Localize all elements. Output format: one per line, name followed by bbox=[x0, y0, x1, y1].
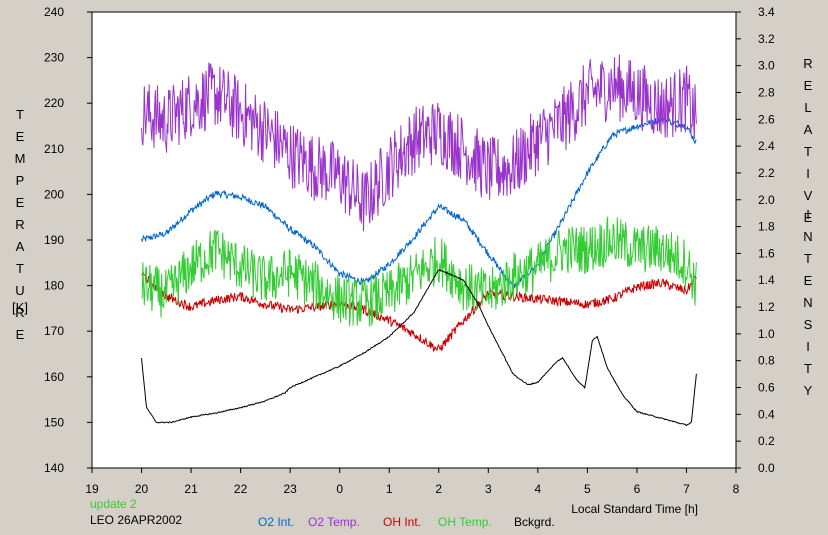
series-line bbox=[141, 216, 697, 327]
x-tick-label: 6 bbox=[634, 482, 641, 496]
right-tick-label: 1.0 bbox=[758, 327, 775, 341]
x-axis: 19 20 21 22 23 0 1 2 3 4 5 6 7 8 bbox=[85, 468, 740, 496]
axis-letter: Y bbox=[803, 383, 813, 398]
x-tick-label: 3 bbox=[485, 482, 492, 496]
legend-entry: OH Temp. bbox=[438, 515, 492, 529]
axis-letter: R bbox=[15, 305, 25, 320]
x-tick-label: 22 bbox=[234, 482, 248, 496]
axis-letter: T bbox=[16, 261, 24, 276]
right-tick-label: 0.8 bbox=[758, 354, 775, 368]
axis-letter: L bbox=[804, 100, 812, 115]
left-tick-label: 200 bbox=[44, 187, 64, 201]
right-tick-label: 1.6 bbox=[758, 246, 775, 260]
left-axis: 140 150 160 170 180 190 200 210 220 230 240 bbox=[44, 5, 92, 475]
right-tick-label: 3.0 bbox=[758, 59, 775, 73]
right-tick-label: 0.2 bbox=[758, 434, 775, 448]
series-line bbox=[141, 115, 697, 290]
axis-letter: E bbox=[803, 210, 813, 225]
axis-letter: A bbox=[803, 122, 813, 137]
left-tick-label: 140 bbox=[44, 461, 64, 475]
series-line bbox=[141, 54, 697, 232]
right-tick-label: 2.0 bbox=[758, 193, 775, 207]
axis-letter: E bbox=[803, 273, 813, 288]
x-tick-label: 23 bbox=[283, 482, 297, 496]
left-tick-label: 230 bbox=[44, 51, 64, 65]
right-tick-label: 0.6 bbox=[758, 381, 775, 395]
axis-letter: E bbox=[15, 327, 25, 342]
axis-letter: I bbox=[806, 207, 810, 222]
x-tick-label: 4 bbox=[535, 482, 542, 496]
x-tick-label: 20 bbox=[135, 482, 149, 496]
axis-letter: R bbox=[803, 56, 813, 71]
left-axis-unit: [K] bbox=[12, 300, 28, 315]
right-tick-label: 2.2 bbox=[758, 166, 775, 180]
axis-letter: M bbox=[14, 151, 26, 166]
series-layer bbox=[141, 54, 697, 427]
axis-letter: S bbox=[803, 317, 813, 332]
axis-letter: I bbox=[806, 166, 810, 181]
left-tick-label: 160 bbox=[44, 370, 64, 384]
axis-letter: T bbox=[16, 107, 24, 122]
x-tick-label: 19 bbox=[85, 482, 99, 496]
right-tick-label: 3.2 bbox=[758, 32, 775, 46]
right-tick-label: 2.6 bbox=[758, 112, 775, 126]
right-tick-label: 3.4 bbox=[758, 5, 775, 19]
right-tick-label: 1.8 bbox=[758, 220, 775, 234]
right-tick-label: 0.4 bbox=[758, 407, 775, 421]
x-tick-label: 21 bbox=[184, 482, 198, 496]
axis-letter: T bbox=[804, 144, 812, 159]
right-tick-label: 0.0 bbox=[758, 461, 775, 475]
axis-letter: E bbox=[803, 78, 813, 93]
axis-letter: A bbox=[15, 239, 25, 254]
x-tick-label: 5 bbox=[584, 482, 591, 496]
axis-letter: R bbox=[15, 217, 25, 232]
legend-entry: Bckgrd. bbox=[514, 515, 555, 529]
axis-letter: T bbox=[804, 361, 812, 376]
axis-letter: V bbox=[803, 188, 813, 203]
axis-letter: E bbox=[15, 195, 25, 210]
left-tick-label: 150 bbox=[44, 415, 64, 429]
x-axis-label: Local Standard Time [h] bbox=[571, 502, 698, 516]
axis-letter: N bbox=[803, 295, 813, 310]
right-tick-label: 2.8 bbox=[758, 85, 775, 99]
station-label: LEO 26APR2002 bbox=[90, 513, 183, 527]
x-tick-label: 7 bbox=[683, 482, 690, 496]
axis-letter: U bbox=[15, 283, 25, 298]
x-tick-label: 1 bbox=[386, 482, 393, 496]
legend-entry: OH Int. bbox=[383, 515, 421, 529]
update-label: update 2 bbox=[90, 497, 137, 511]
legend-entry: O2 Int. bbox=[258, 515, 294, 529]
right-axis: 0.0 0.2 0.4 0.6 0.8 1.0 1.2 1.4 1.6 1.8 2.0 2.2 2.4 2… bbox=[736, 5, 775, 475]
axis-letter: T bbox=[804, 251, 812, 266]
legend-entry: O2 Temp. bbox=[308, 515, 360, 529]
axis-letter: E bbox=[15, 129, 25, 144]
right-tick-label: 1.2 bbox=[758, 300, 775, 314]
x-tick-label: 8 bbox=[733, 482, 740, 496]
axis-letter: I bbox=[806, 339, 810, 354]
series-line bbox=[141, 269, 697, 427]
x-tick-label: 0 bbox=[336, 482, 343, 496]
left-tick-label: 210 bbox=[44, 142, 64, 156]
series-line bbox=[141, 269, 697, 352]
legend: O2 Int. O2 Temp. OH Int. OH Temp. Bckgrd. bbox=[258, 515, 555, 529]
right-tick-label: 1.4 bbox=[758, 273, 775, 287]
left-tick-label: 170 bbox=[44, 324, 64, 338]
left-tick-label: 220 bbox=[44, 96, 64, 110]
right-tick-label: 2.4 bbox=[758, 139, 775, 153]
left-tick-label: 180 bbox=[44, 279, 64, 293]
axis-letter: N bbox=[803, 229, 813, 244]
left-tick-label: 240 bbox=[44, 5, 64, 19]
x-tick-label: 2 bbox=[435, 482, 442, 496]
axis-letter: P bbox=[15, 173, 25, 188]
left-tick-label: 190 bbox=[44, 233, 64, 247]
